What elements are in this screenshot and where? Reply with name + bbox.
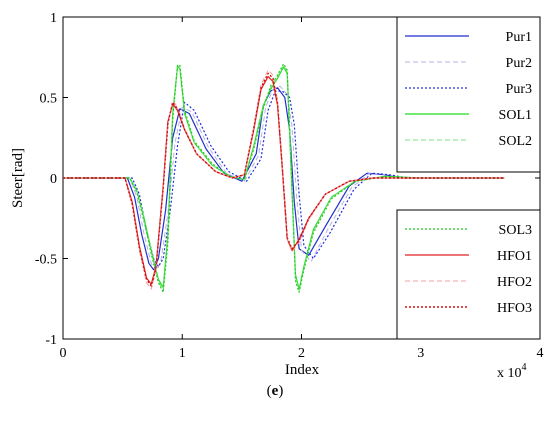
x-tick-label: 1 [179,346,186,361]
legend-label-pur1: Pur1 [506,30,532,45]
x-multiplier-exponent: 4 [522,362,527,373]
steer-chart: 0 1 2 3 410.50-0.5-1 Steer[rad] Index x 104 … [10,11,544,380]
caption-letter: e [271,383,279,399]
legend-label-sol1: SOL1 [499,108,532,123]
figure-caption: (e) [0,383,550,400]
y-tick-label: -0.5 [35,253,57,268]
x-tick-label: 3 [417,346,424,361]
series-line-hfo3 [63,72,505,287]
legend-label-pur3: Pur3 [506,82,532,97]
legend-label-pur2: Pur2 [506,56,532,71]
series-layer [63,63,505,293]
legend-label-sol2: SOL2 [499,134,532,149]
caption-close: ) [278,383,284,399]
y-axis-label: Steer[rad] [10,148,26,208]
legend-bottom-box [396,209,541,340]
caption-open: ( [266,383,272,399]
y-tick-label: 1 [50,11,57,26]
x-tick-label: 0 [60,346,67,361]
x-axis-label: Index [285,362,320,378]
legend-label-hfo1: HFO1 [497,249,532,264]
x-multiplier-base: x 10 [497,366,522,380]
x-multiplier-label: x 104 [497,362,527,380]
legend-label-hfo2: HFO2 [497,275,532,290]
series-line-sol3 [63,63,505,293]
y-tick-label: 0 [50,172,57,187]
legend-top-box [396,16,541,173]
y-tick-label: 0.5 [40,92,58,107]
series-line-pur3 [63,90,505,268]
legend-label-sol3: SOL3 [499,223,532,238]
legend-top-right: Pur1 Pur2 Pur3 SOL1 SOL2 [396,16,541,173]
legend-label-hfo3: HFO3 [497,301,532,316]
legend-bottom-right: SOL3 HFO1 HFO2 HFO3 [396,209,541,340]
y-tick-label: -1 [45,333,57,348]
x-tick-label: 2 [298,346,305,361]
x-tick-label: 4 [537,346,544,361]
